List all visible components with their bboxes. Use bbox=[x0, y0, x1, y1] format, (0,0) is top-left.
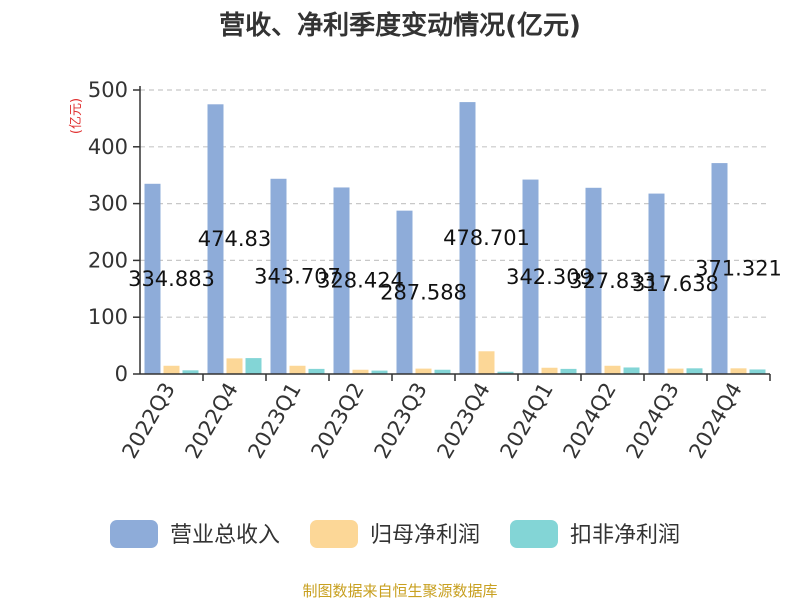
y-tick-label: 300 bbox=[88, 192, 128, 216]
bar-revenue bbox=[711, 163, 728, 374]
x-tick-label: 2022Q4 bbox=[180, 379, 242, 463]
grid-lines bbox=[140, 89, 770, 318]
bar-deducted-net-profit bbox=[686, 368, 703, 374]
legend-label: 归母净利润 bbox=[370, 523, 480, 548]
bar-net-profit bbox=[289, 365, 306, 374]
revenue-data-label: 317.638 bbox=[632, 272, 719, 296]
revenue-data-label: 474.83 bbox=[198, 227, 271, 251]
bar-net-profit bbox=[667, 368, 684, 374]
legend-label: 营业总收入 bbox=[170, 523, 280, 548]
bar-revenue bbox=[333, 187, 350, 374]
bar-net-profit bbox=[163, 365, 180, 374]
bar-net-profit bbox=[352, 369, 369, 374]
bar-revenue bbox=[585, 187, 602, 374]
bar-deducted-net-profit bbox=[497, 371, 514, 374]
legend-label: 扣非净利润 bbox=[570, 523, 680, 548]
bar-net-profit bbox=[415, 368, 432, 374]
bar-deducted-net-profit bbox=[308, 368, 325, 374]
legend-swatch bbox=[110, 520, 158, 548]
y-tick-label: 200 bbox=[88, 248, 128, 272]
bars-group bbox=[144, 102, 766, 374]
x-tick-label: 2023Q4 bbox=[432, 379, 494, 463]
bar-deducted-net-profit bbox=[623, 367, 640, 374]
bar-net-profit bbox=[226, 358, 243, 374]
bar-revenue bbox=[648, 193, 665, 374]
revenue-data-label: 334.883 bbox=[128, 267, 215, 291]
x-tick-label: 2022Q3 bbox=[117, 379, 179, 463]
bar-deducted-net-profit bbox=[560, 368, 577, 374]
bar-revenue bbox=[270, 178, 287, 374]
bar-deducted-net-profit bbox=[434, 369, 451, 374]
y-axis-unit-label: (亿元) bbox=[69, 98, 84, 134]
bar-net-profit bbox=[541, 367, 558, 374]
chart-title: 营收、净利季度变动情况(亿元) bbox=[219, 10, 581, 41]
x-tick-label: 2024Q2 bbox=[558, 379, 620, 463]
bar-deducted-net-profit bbox=[245, 358, 262, 374]
bar-revenue bbox=[144, 183, 161, 374]
x-tick-label: 2023Q1 bbox=[243, 379, 305, 463]
bar-revenue bbox=[522, 179, 539, 374]
bar-deducted-net-profit bbox=[749, 369, 766, 374]
revenue-data-label: 342.309 bbox=[506, 265, 593, 289]
legend-swatch bbox=[510, 520, 558, 548]
y-tick-label: 100 bbox=[88, 305, 128, 329]
revenue-data-label: 287.588 bbox=[380, 280, 467, 304]
bar-revenue bbox=[459, 102, 476, 374]
bar-net-profit bbox=[478, 351, 495, 374]
revenue-data-label: 328.424 bbox=[317, 269, 404, 293]
x-tick-label: 2024Q4 bbox=[684, 379, 746, 463]
y-tick-label: 0 bbox=[115, 362, 128, 386]
revenue-data-label: 478.701 bbox=[443, 226, 530, 250]
x-tick-label: 2024Q1 bbox=[495, 379, 557, 463]
bar-revenue bbox=[207, 104, 224, 374]
y-tick-label: 500 bbox=[88, 78, 128, 102]
x-tick-label: 2024Q3 bbox=[621, 379, 683, 463]
bar-net-profit bbox=[730, 368, 747, 374]
legend: 营业总收入 归母净利润 扣非净利润 bbox=[110, 520, 680, 548]
revenue-data-label: 343.707 bbox=[254, 264, 341, 288]
x-tick-label: 2023Q2 bbox=[306, 379, 368, 463]
revenue-data-label: 371.321 bbox=[695, 257, 782, 281]
legend-swatch bbox=[310, 520, 358, 548]
y-tick-label: 400 bbox=[88, 135, 128, 159]
source-note: 制图数据来自恒生聚源数据库 bbox=[302, 582, 497, 600]
bar-deducted-net-profit bbox=[182, 370, 199, 374]
bar-deducted-net-profit bbox=[371, 370, 388, 374]
bar-revenue bbox=[396, 210, 413, 374]
bar-net-profit bbox=[604, 365, 621, 374]
x-tick-label: 2023Q3 bbox=[369, 379, 431, 463]
revenue-data-label: 327.833 bbox=[569, 269, 656, 293]
